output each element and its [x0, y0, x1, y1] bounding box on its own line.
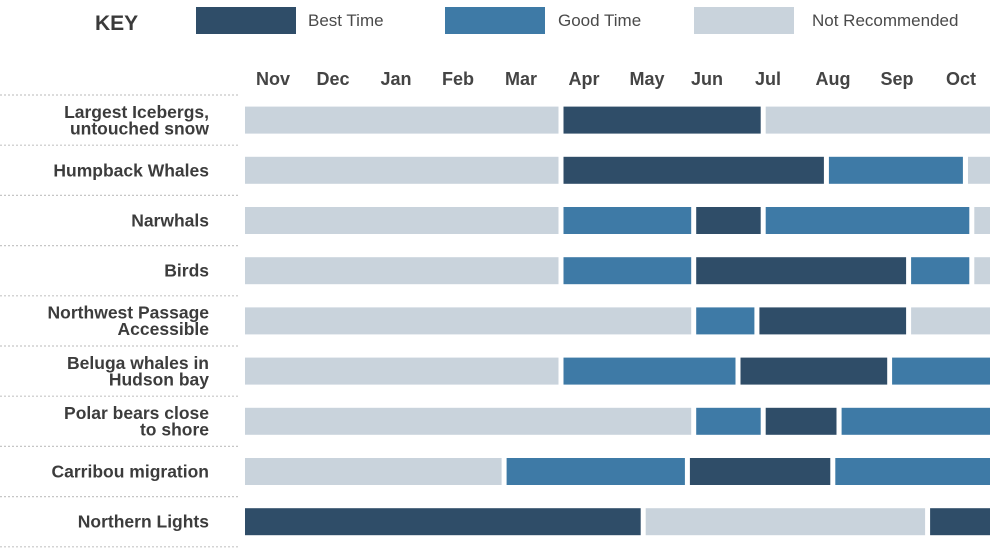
segment-not — [245, 207, 559, 234]
legend-label-best: Best Time — [308, 11, 384, 30]
legend: KEY Best Time Good Time Not Recommended — [95, 7, 958, 35]
segment-good — [506, 458, 685, 485]
row-label: Birds — [164, 261, 209, 281]
segment-best — [563, 156, 824, 184]
row-label: untouched snow — [70, 118, 209, 138]
row-label: Polar bears close — [64, 403, 209, 423]
month-label-dec: Dec — [316, 69, 349, 89]
row-label: Beluga whales in — [67, 353, 209, 373]
row-label: Narwhals — [131, 211, 209, 231]
timeline-row: Birds — [164, 257, 990, 285]
segment-good — [828, 156, 963, 184]
segment-best — [696, 207, 761, 234]
segment-not — [245, 156, 559, 184]
row-label: Largest Icebergs, — [64, 102, 209, 122]
segment-best — [689, 458, 831, 485]
month-label-nov: Nov — [256, 69, 290, 89]
segment-not — [245, 307, 692, 335]
segment-not — [645, 508, 926, 536]
month-label-mar: Mar — [505, 69, 537, 89]
month-label-jul: Jul — [755, 69, 781, 89]
segment-not — [245, 407, 692, 435]
row-label: Humpback Whales — [53, 160, 209, 180]
timeline-row: Northern Lights — [78, 508, 990, 536]
legend-label-not: Not Recommended — [812, 11, 958, 30]
row-label: Accessible — [118, 319, 210, 339]
segment-good — [911, 257, 970, 285]
legend-title: KEY — [95, 12, 138, 35]
segment-good — [563, 257, 692, 285]
month-label-feb: Feb — [442, 69, 474, 89]
segment-good — [696, 307, 755, 335]
segment-good — [696, 407, 761, 435]
segment-not — [974, 207, 990, 234]
legend-swatch-not — [694, 7, 794, 34]
segment-best — [563, 106, 761, 134]
segment-best — [245, 508, 641, 536]
segment-best — [930, 508, 990, 536]
segment-best — [765, 407, 837, 435]
segment-good — [892, 357, 990, 385]
segment-good — [835, 458, 990, 485]
legend-swatch-best — [196, 7, 296, 34]
segment-good — [765, 207, 970, 234]
timeline-row: Largest Icebergs,untouched snow — [64, 102, 990, 138]
legend-label-good: Good Time — [558, 11, 641, 30]
month-axis: Nov Dec Jan Feb Mar Apr May Jun Jul Aug Sep Oct — [256, 69, 976, 89]
segment-good — [563, 357, 736, 385]
month-label-aug: Aug — [816, 69, 851, 89]
timeline-row: Carribou migration — [51, 458, 990, 485]
row-label: Northwest Passage — [48, 303, 210, 323]
row-label: Northern Lights — [78, 512, 210, 532]
segment-not — [911, 307, 990, 335]
segment-not — [765, 106, 990, 134]
month-label-sep: Sep — [880, 69, 913, 89]
row-label: to shore — [140, 420, 209, 440]
segment-good — [841, 407, 990, 435]
month-label-may: May — [629, 69, 664, 89]
row-label: Carribou migration — [51, 462, 209, 482]
segment-best — [696, 257, 907, 285]
timeline-rows: Largest Icebergs,untouched snow Humpback … — [48, 102, 990, 536]
month-label-apr: Apr — [569, 69, 600, 89]
timeline-row: Humpback Whales — [53, 156, 990, 184]
segment-best — [740, 357, 888, 385]
segment-not — [974, 257, 990, 285]
row-label: Hudson bay — [109, 369, 209, 389]
segment-best — [759, 307, 907, 335]
segment-not — [968, 156, 990, 184]
segment-not — [245, 257, 559, 285]
segment-not — [245, 458, 502, 485]
month-label-jun: Jun — [691, 69, 723, 89]
timeline-row: Narwhals — [131, 207, 990, 234]
month-label-oct: Oct — [946, 69, 976, 89]
segment-good — [563, 207, 692, 234]
legend-swatch-good — [445, 7, 545, 34]
segment-not — [245, 106, 559, 134]
month-label-jan: Jan — [380, 69, 411, 89]
segment-not — [245, 357, 559, 385]
